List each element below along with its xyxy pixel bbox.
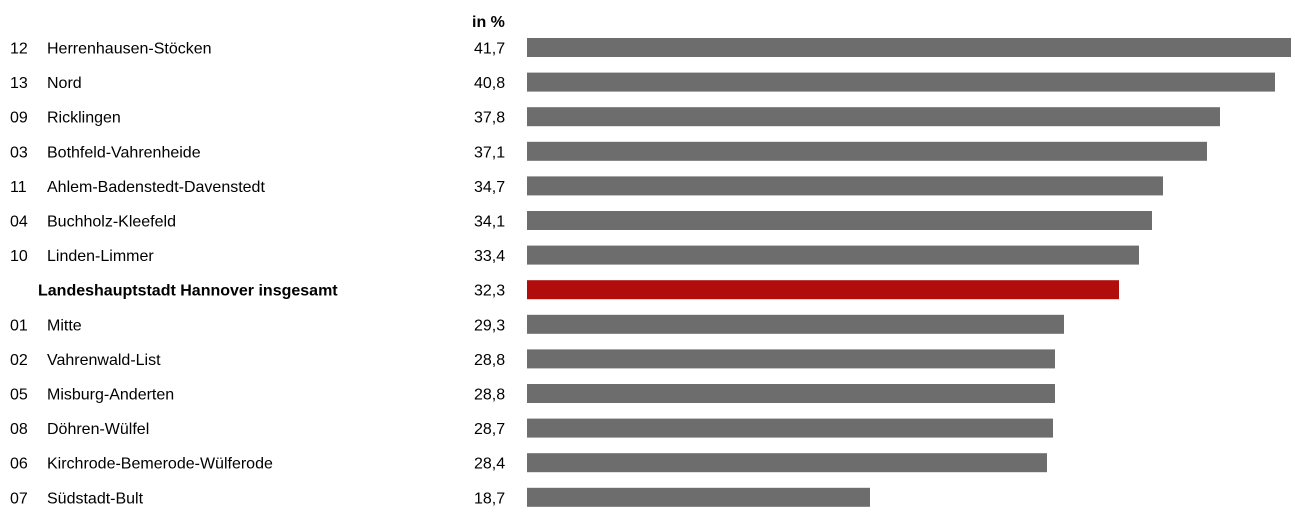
value-label: 28,4 bbox=[474, 456, 505, 473]
value-label: 29,3 bbox=[474, 317, 505, 334]
category-code: 08 bbox=[10, 421, 28, 438]
bar-row: 08 Döhren-Wülfel 28,7 bbox=[10, 418, 1053, 438]
bar-row: 01 Mitte 29,3 bbox=[10, 314, 1064, 334]
category-label: Südstadt-Bult bbox=[47, 490, 144, 507]
category-label: Ahlem-Badenstedt-Davenstedt bbox=[47, 179, 265, 196]
category-label: Mitte bbox=[47, 317, 82, 334]
value-label: 34,1 bbox=[474, 214, 505, 231]
total-label: Landeshauptstadt Hannover insgesamt bbox=[38, 283, 338, 300]
value-label: 28,7 bbox=[474, 421, 505, 438]
category-label: Buchholz-Kleefeld bbox=[47, 214, 176, 231]
value-label: 28,8 bbox=[474, 387, 505, 404]
category-label: Ricklingen bbox=[47, 110, 121, 127]
bar bbox=[527, 211, 1152, 230]
bar-row: 07 Südstadt-Bult 18,7 bbox=[10, 487, 870, 507]
category-code: 11 bbox=[10, 179, 27, 196]
category-label: Döhren-Wülfel bbox=[47, 421, 149, 438]
total-bar bbox=[527, 280, 1119, 300]
bar bbox=[527, 38, 1291, 57]
bar bbox=[527, 418, 1053, 438]
value-label: 37,8 bbox=[474, 110, 505, 127]
bar-row: 02 Vahrenwald-List 28,8 bbox=[10, 349, 1055, 369]
category-label: Misburg-Anderten bbox=[47, 387, 174, 404]
category-label: Bothfeld-Vahrenheide bbox=[47, 144, 201, 161]
value-label: 28,8 bbox=[474, 352, 505, 369]
value-label: 41,7 bbox=[474, 41, 505, 58]
category-code: 09 bbox=[10, 110, 28, 127]
category-code: 12 bbox=[10, 41, 28, 58]
value-label: 34,7 bbox=[474, 179, 505, 196]
category-code: 07 bbox=[10, 490, 28, 507]
bar bbox=[527, 72, 1275, 92]
category-label: Kirchrode-Bemerode-Wülferode bbox=[47, 456, 273, 473]
value-label: 40,8 bbox=[474, 75, 505, 92]
bar-row: 09 Ricklingen 37,8 bbox=[10, 107, 1220, 127]
bar-row: 06 Kirchrode-Bemerode-Wülferode 28,4 bbox=[10, 453, 1047, 473]
category-code: 01 bbox=[10, 317, 28, 334]
value-label: 18,7 bbox=[474, 490, 505, 507]
value-label: 33,4 bbox=[474, 248, 505, 265]
unit-label: in % bbox=[472, 14, 505, 31]
bar bbox=[527, 245, 1139, 265]
category-code: 13 bbox=[10, 75, 28, 92]
category-label: Herrenhausen-Stöcken bbox=[47, 41, 212, 58]
bar-row: 03 Bothfeld-Vahrenheide 37,1 bbox=[10, 141, 1207, 161]
bar bbox=[527, 384, 1055, 403]
bar bbox=[527, 453, 1047, 473]
category-code: 04 bbox=[10, 214, 28, 231]
category-code: 06 bbox=[10, 456, 28, 473]
bar-row: Landeshauptstadt Hannover insgesamt 32,3 bbox=[38, 280, 1119, 300]
bar-row: 11 Ahlem-Badenstedt-Davenstedt 34,7 bbox=[10, 176, 1163, 196]
category-code: 03 bbox=[10, 144, 28, 161]
bar bbox=[527, 314, 1064, 334]
bar bbox=[527, 141, 1207, 161]
bar-row: 04 Buchholz-Kleefeld 34,1 bbox=[10, 211, 1152, 231]
bar-row: 12 Herrenhausen-Stöcken 41,7 bbox=[10, 38, 1291, 58]
chart-rows: 12 Herrenhausen-Stöcken 41,7 13 Nord 40,8 09 Ri… bbox=[10, 38, 1291, 507]
category-label: Linden-Limmer bbox=[47, 248, 154, 265]
category-label: Nord bbox=[47, 75, 82, 92]
bar-row: 10 Linden-Limmer 33,4 bbox=[10, 245, 1139, 265]
bar bbox=[527, 349, 1055, 369]
bar bbox=[527, 487, 870, 507]
bar-row: 13 Nord 40,8 bbox=[10, 72, 1275, 92]
value-label: 32,3 bbox=[474, 283, 505, 300]
category-label: Vahrenwald-List bbox=[47, 352, 161, 369]
bar bbox=[527, 107, 1220, 127]
category-code: 10 bbox=[10, 248, 28, 265]
bar bbox=[527, 176, 1163, 196]
bar-row: 05 Misburg-Anderten 28,8 bbox=[10, 384, 1055, 404]
category-code: 02 bbox=[10, 352, 28, 369]
value-label: 37,1 bbox=[474, 144, 505, 161]
category-code: 05 bbox=[10, 387, 28, 404]
